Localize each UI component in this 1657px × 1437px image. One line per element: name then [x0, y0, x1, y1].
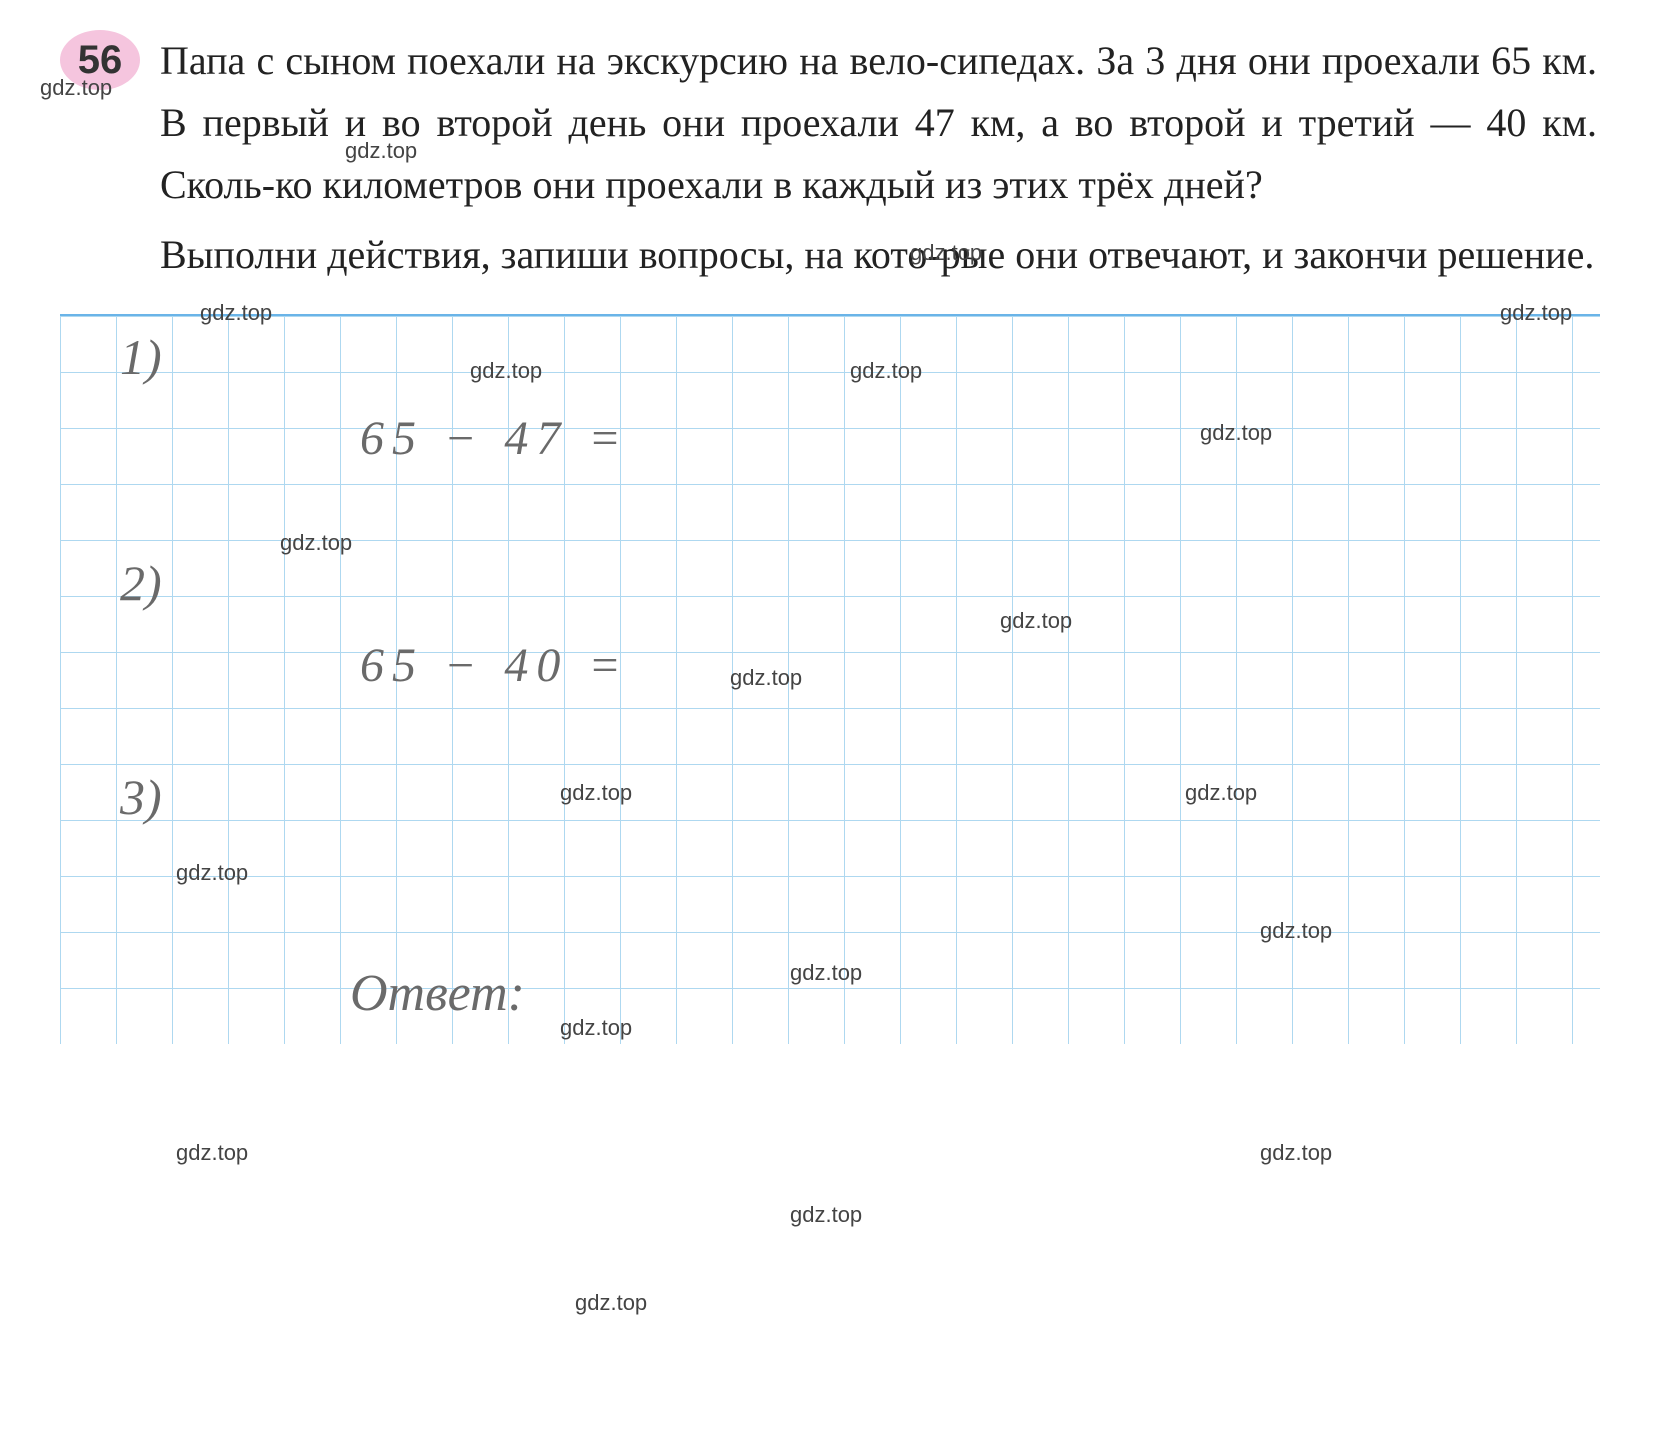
step-1-label: 1): [120, 328, 162, 386]
problem-text: Папа с сыном поехали на экскурсию на вел…: [160, 30, 1597, 294]
step-3-label: 3): [120, 768, 162, 826]
answer-label: Ответ:: [350, 964, 525, 1023]
answer-grid: 1) 65 − 47 = 2) 65 − 40 = 3) Ответ:: [60, 314, 1600, 1044]
watermark-text: gdz.top: [1260, 1140, 1332, 1166]
problem-number-badge: 56: [60, 30, 140, 90]
step-1-equation: 65 − 47 =: [360, 411, 629, 466]
problem-body-1: Папа с сыном поехали на экскурсию на вел…: [160, 30, 1597, 216]
watermark-text: gdz.top: [790, 1202, 862, 1228]
grid-lines: [60, 316, 1600, 1044]
step-2-label: 2): [120, 554, 162, 612]
watermark-text: gdz.top: [176, 1140, 248, 1166]
problem-header: 56 Папа с сыном поехали на экскурсию на …: [60, 30, 1597, 294]
problem-body-2: Выполни действия, запиши вопросы, на кот…: [160, 224, 1597, 286]
step-2-equation: 65 − 40 =: [360, 638, 629, 693]
page-root: 56 Папа с сыном поехали на экскурсию на …: [0, 0, 1657, 1044]
watermark-text: gdz.top: [575, 1290, 647, 1316]
